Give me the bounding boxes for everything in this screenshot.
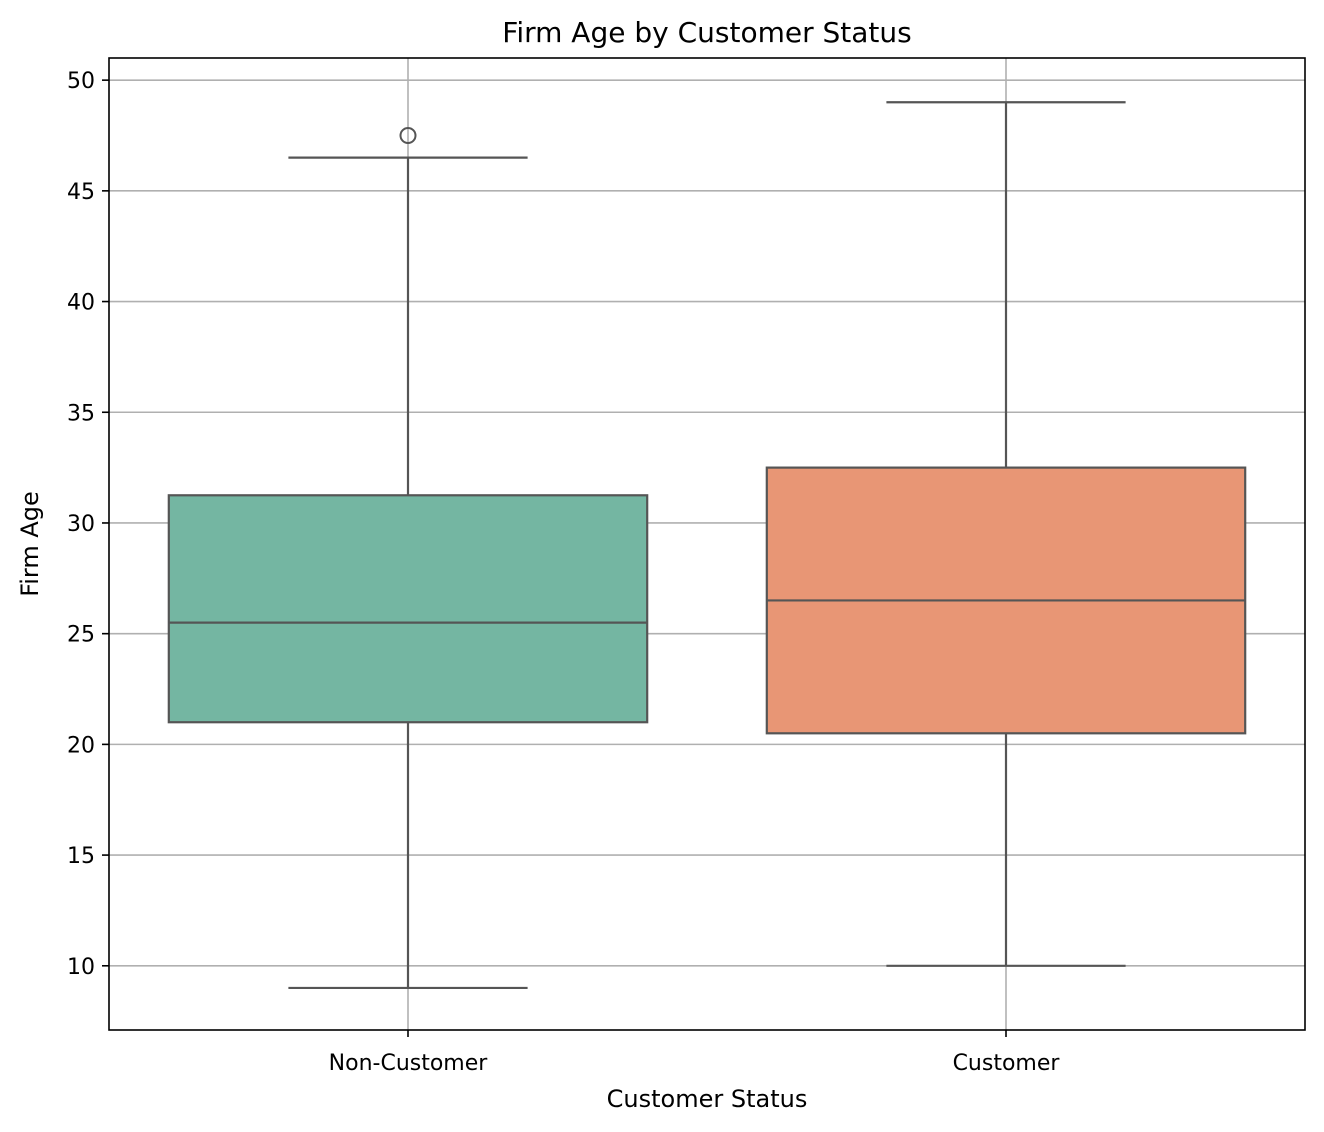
x-axis-label: Customer Status bbox=[607, 1085, 808, 1113]
y-axis-label: Firm Age bbox=[16, 491, 44, 597]
y-tick-label: 50 bbox=[67, 69, 95, 94]
y-tick-label: 10 bbox=[67, 955, 95, 980]
boxes bbox=[167, 101, 1247, 990]
y-tick-label: 40 bbox=[67, 291, 95, 316]
box-non-customer bbox=[167, 126, 649, 990]
y-tick-label: 35 bbox=[67, 401, 95, 426]
outlier-point bbox=[399, 126, 417, 144]
axis-ticks: 10 15 20 25 30 35 40 45 50 Non-Customer Customer bbox=[67, 69, 1060, 1076]
y-tick-label: 15 bbox=[67, 844, 95, 869]
y-tick-label: 25 bbox=[67, 623, 95, 648]
box-customer bbox=[765, 101, 1247, 967]
chart-title: Firm Age by Customer Status bbox=[502, 16, 911, 49]
x-tick-label: Non-Customer bbox=[329, 1051, 489, 1076]
x-tick-label: Customer bbox=[953, 1051, 1061, 1076]
y-tick-label: 45 bbox=[67, 180, 95, 205]
y-tick-label: 30 bbox=[67, 512, 95, 537]
plot-frame bbox=[108, 57, 1306, 1031]
y-tick-label: 20 bbox=[67, 733, 95, 758]
iqr-box bbox=[167, 494, 649, 724]
